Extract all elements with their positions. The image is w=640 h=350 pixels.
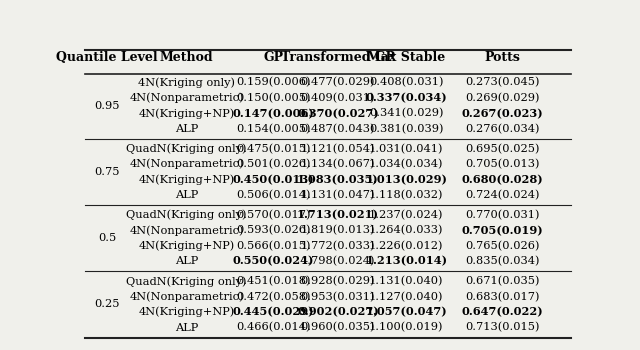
Text: 0.451(0.018): 0.451(0.018): [236, 276, 310, 287]
Text: GP: GP: [264, 51, 284, 64]
Text: Quantile Level: Quantile Level: [56, 51, 158, 64]
Text: 4N(Nonparametric): 4N(Nonparametric): [129, 159, 244, 169]
Text: Method: Method: [160, 51, 214, 64]
Text: 0.680(0.028): 0.680(0.028): [461, 174, 543, 185]
Text: 0.75: 0.75: [95, 167, 120, 177]
Text: 0.276(0.034): 0.276(0.034): [465, 124, 540, 134]
Text: 0.770(0.031): 0.770(0.031): [465, 210, 540, 220]
Text: 4N(Kriging+NP): 4N(Kriging+NP): [138, 108, 235, 119]
Text: 0.408(0.031): 0.408(0.031): [369, 77, 444, 88]
Text: 1.798(0.024): 1.798(0.024): [301, 256, 375, 266]
Text: 0.671(0.035): 0.671(0.035): [465, 276, 540, 287]
Text: 0.381(0.039): 0.381(0.039): [369, 124, 444, 134]
Text: 1.264(0.033): 1.264(0.033): [369, 225, 444, 236]
Text: 0.450(0.013): 0.450(0.013): [232, 174, 314, 185]
Text: 0.466(0.014): 0.466(0.014): [236, 322, 310, 333]
Text: 1.713(0.021): 1.713(0.021): [297, 210, 379, 221]
Text: ALP: ALP: [175, 256, 198, 266]
Text: 1.134(0.067): 1.134(0.067): [301, 159, 375, 169]
Text: 0.506(0.014): 0.506(0.014): [236, 190, 310, 200]
Text: 0.370(0.027): 0.370(0.027): [297, 108, 379, 119]
Text: 1.226(0.012): 1.226(0.012): [369, 241, 444, 251]
Text: 0.566(0.015): 0.566(0.015): [236, 241, 310, 251]
Text: 4N(Kriging+NP): 4N(Kriging+NP): [138, 174, 235, 185]
Text: 4N(Nonparametric): 4N(Nonparametric): [129, 292, 244, 302]
Text: 0.154(0.005): 0.154(0.005): [236, 124, 310, 134]
Text: 0.705(0.013): 0.705(0.013): [465, 159, 540, 169]
Text: 0.267(0.023): 0.267(0.023): [461, 108, 543, 119]
Text: 1.057(0.047): 1.057(0.047): [365, 307, 447, 318]
Text: QuadN(Kriging only): QuadN(Kriging only): [126, 210, 247, 220]
Text: 0.765(0.026): 0.765(0.026): [465, 241, 540, 251]
Text: ALP: ALP: [175, 190, 198, 200]
Text: ALP: ALP: [175, 323, 198, 332]
Text: 0.445(0.029): 0.445(0.029): [232, 307, 314, 318]
Text: 1.031(0.041): 1.031(0.041): [369, 144, 444, 154]
Text: 0.501(0.026): 0.501(0.026): [236, 159, 310, 169]
Text: 0.150(0.005): 0.150(0.005): [236, 93, 310, 103]
Text: 0.683(0.017): 0.683(0.017): [465, 292, 540, 302]
Text: 0.472(0.058): 0.472(0.058): [236, 292, 310, 302]
Text: 0.570(0.017): 0.570(0.017): [236, 210, 310, 220]
Text: 4N(Nonparametric): 4N(Nonparametric): [129, 225, 244, 236]
Text: 0.337(0.034): 0.337(0.034): [365, 92, 447, 103]
Text: 4N(Kriging only): 4N(Kriging only): [138, 77, 235, 88]
Text: Max Stable: Max Stable: [367, 51, 445, 64]
Text: 0.695(0.025): 0.695(0.025): [465, 144, 540, 154]
Text: 1.100(0.019): 1.100(0.019): [369, 322, 444, 333]
Text: 0.475(0.015): 0.475(0.015): [236, 144, 310, 154]
Text: 0.960(0.035): 0.960(0.035): [301, 322, 375, 333]
Text: 1.131(0.047): 1.131(0.047): [301, 190, 375, 200]
Text: 4N(Kriging+NP): 4N(Kriging+NP): [138, 240, 235, 251]
Text: 1.121(0.054): 1.121(0.054): [301, 144, 375, 154]
Text: 1.213(0.014): 1.213(0.014): [365, 256, 447, 267]
Text: 0.159(0.006): 0.159(0.006): [236, 77, 310, 88]
Text: 1.083(0.035): 1.083(0.035): [297, 174, 379, 185]
Text: 1.819(0.013): 1.819(0.013): [301, 225, 375, 236]
Text: 1.772(0.033): 1.772(0.033): [301, 241, 375, 251]
Text: ALP: ALP: [175, 124, 198, 134]
Text: 0.647(0.022): 0.647(0.022): [461, 307, 543, 318]
Text: 1.131(0.040): 1.131(0.040): [369, 276, 444, 287]
Text: 0.25: 0.25: [95, 300, 120, 309]
Text: 0.593(0.026): 0.593(0.026): [236, 225, 310, 236]
Text: Potts: Potts: [484, 51, 520, 64]
Text: QuadN(Kriging only): QuadN(Kriging only): [126, 144, 247, 154]
Text: 4N(Kriging+NP): 4N(Kriging+NP): [138, 307, 235, 317]
Text: QuadN(Kriging only): QuadN(Kriging only): [126, 276, 247, 287]
Text: 0.928(0.029): 0.928(0.029): [301, 276, 375, 287]
Text: 1.013(0.029): 1.013(0.029): [365, 174, 447, 185]
Text: 0.705(0.019): 0.705(0.019): [461, 225, 543, 236]
Text: 1.034(0.034): 1.034(0.034): [369, 159, 444, 169]
Text: 1.127(0.040): 1.127(0.040): [369, 292, 444, 302]
Text: 0.724(0.024): 0.724(0.024): [465, 190, 540, 200]
Text: 0.147(0.006): 0.147(0.006): [232, 108, 314, 119]
Text: 0.835(0.034): 0.835(0.034): [465, 256, 540, 266]
Text: 0.487(0.043): 0.487(0.043): [301, 124, 375, 134]
Text: 0.341(0.029): 0.341(0.029): [369, 108, 444, 118]
Text: 0.713(0.015): 0.713(0.015): [465, 322, 540, 333]
Text: 0.477(0.029): 0.477(0.029): [301, 77, 375, 88]
Text: 4N(Nonparametric): 4N(Nonparametric): [129, 93, 244, 103]
Text: 0.409(0.031): 0.409(0.031): [301, 93, 375, 103]
Text: 0.550(0.024): 0.550(0.024): [233, 256, 314, 267]
Text: 0.902(0.027): 0.902(0.027): [297, 307, 379, 318]
Text: 1.237(0.024): 1.237(0.024): [369, 210, 444, 220]
Text: Transformed GP: Transformed GP: [281, 51, 395, 64]
Text: 0.273(0.045): 0.273(0.045): [465, 77, 540, 88]
Text: 0.95: 0.95: [95, 100, 120, 111]
Text: 0.269(0.029): 0.269(0.029): [465, 93, 540, 103]
Text: 0.5: 0.5: [98, 233, 116, 243]
Text: 1.118(0.032): 1.118(0.032): [369, 190, 444, 200]
Text: 0.953(0.031): 0.953(0.031): [301, 292, 375, 302]
